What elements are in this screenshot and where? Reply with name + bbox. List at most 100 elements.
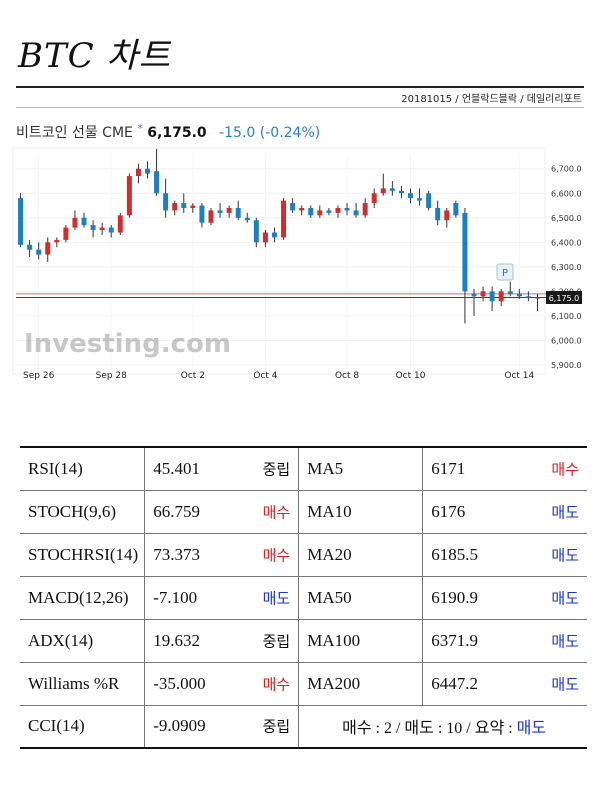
candle-body	[353, 210, 359, 216]
ma-signal: 매수	[551, 460, 579, 479]
ma-value-cell: 6447.2 매도	[422, 662, 587, 706]
candle-body	[362, 203, 368, 216]
indicator-signal: 중립	[262, 632, 291, 650]
candle	[108, 225, 114, 238]
candle	[72, 210, 78, 231]
candle-body	[290, 203, 296, 211]
candle	[362, 198, 368, 218]
ma-name: MA10	[298, 490, 424, 534]
candle	[163, 178, 169, 218]
indicator-name: STOCH(9,6)	[20, 490, 146, 534]
candle-body	[172, 203, 178, 211]
candle	[435, 200, 441, 226]
candle	[36, 242, 42, 260]
y-tick-label: 6,600.0	[551, 189, 582, 198]
candle-body	[462, 212, 468, 292]
candle-body	[63, 227, 69, 240]
ma-signal: 매도	[551, 546, 579, 564]
ma-name: MA50	[298, 576, 424, 620]
title-divider	[16, 86, 584, 88]
summary-text: 매수 : 2 / 매도 : 10 / 요약 :	[342, 720, 517, 738]
instrument-name: 비트코인 선물 CME	[16, 125, 133, 141]
candle-body	[27, 244, 33, 250]
ma-name: MA200	[298, 662, 424, 706]
y-tick-label: 6,100.0	[551, 312, 582, 321]
candle-body	[534, 297, 540, 299]
candle	[145, 161, 150, 179]
indicator-name: CCI(14)	[20, 705, 146, 749]
candle	[262, 230, 268, 248]
candle	[308, 205, 314, 218]
ma-value-cell: 6171 매수	[422, 446, 587, 491]
candle-body	[271, 232, 277, 238]
candle-body	[525, 296, 531, 298]
indicator-value: -35.000	[153, 673, 206, 693]
candle	[489, 286, 495, 312]
candle	[371, 188, 377, 208]
candle	[226, 205, 232, 218]
indicator-value-cell: 19.632 중립	[144, 619, 300, 663]
candle	[81, 212, 87, 228]
table-row: STOCH(9,6) 66.759 매수 MA10 6176 매도	[20, 490, 587, 534]
ma-value-cell: 6176 매도	[422, 490, 587, 534]
candle-body	[371, 193, 377, 204]
ma-value-cell: 6371.9 매도	[422, 619, 587, 663]
candle-body	[498, 291, 504, 302]
x-tick-label: Oct 14	[504, 371, 534, 381]
table-row: CCI(14) -9.0909 중립 매수 : 2 / 매도 : 10 / 요약 …	[20, 705, 587, 749]
candle-body	[281, 200, 287, 238]
indicator-signal: 매도	[262, 589, 291, 607]
candle-body	[516, 293, 522, 297]
candle-body	[417, 198, 423, 201]
x-axis: Sep 26 Sep 28 Oct 2 Oct 4 Oct 8 Oct 10 Oct 14	[23, 371, 535, 381]
candle	[317, 205, 323, 218]
candle	[235, 200, 241, 221]
ma-signal: 매도	[551, 589, 579, 607]
candle	[389, 180, 395, 196]
ma-value: 6447.2	[431, 673, 478, 693]
candle-body	[181, 203, 187, 208]
candle	[18, 193, 24, 248]
candle-body	[253, 220, 259, 243]
candle	[453, 200, 459, 218]
candle-body	[453, 203, 459, 216]
candle-body	[489, 291, 495, 302]
candle-body	[117, 215, 123, 233]
candle-body	[217, 210, 223, 213]
candle	[181, 193, 187, 213]
candle	[335, 205, 341, 218]
ma-value: 6190.9	[431, 587, 478, 607]
candle-body	[54, 239, 60, 243]
indicator-value: 66.759	[153, 501, 200, 521]
indicator-value-cell: -35.000 매수	[144, 662, 300, 706]
candle	[299, 205, 305, 216]
candle-body	[389, 188, 395, 191]
candle-body	[226, 207, 232, 213]
ma-signal: 매도	[551, 675, 579, 693]
candle	[380, 173, 386, 196]
investing-watermark: Investing.com	[24, 329, 231, 359]
candle-body	[444, 210, 450, 221]
y-tick-label: 5,900.0	[551, 361, 582, 370]
candle-body	[72, 217, 78, 228]
p-marker-box	[496, 263, 514, 281]
price-tag-label: 6,175.0	[549, 294, 580, 303]
indicator-signal: 중립	[262, 460, 291, 479]
y-tick-label: 6,000.0	[551, 336, 582, 345]
candle	[398, 185, 404, 199]
candle-body	[326, 210, 332, 213]
byline-divider	[16, 107, 584, 108]
grid-lines	[16, 154, 545, 369]
candle	[480, 286, 486, 302]
candle-body	[208, 210, 214, 223]
candle-body	[380, 188, 386, 194]
candle	[27, 239, 33, 258]
quote-header: 비트코인 선물 CME * 6,175.0 -15.0 (-0.24%)	[16, 122, 320, 142]
indicator-value: 45.401	[153, 458, 200, 478]
candle-body	[244, 217, 250, 221]
candle	[426, 190, 432, 211]
candle-body	[335, 207, 341, 213]
candle	[217, 203, 223, 218]
candle-body	[299, 207, 305, 211]
candle-body	[471, 293, 477, 297]
